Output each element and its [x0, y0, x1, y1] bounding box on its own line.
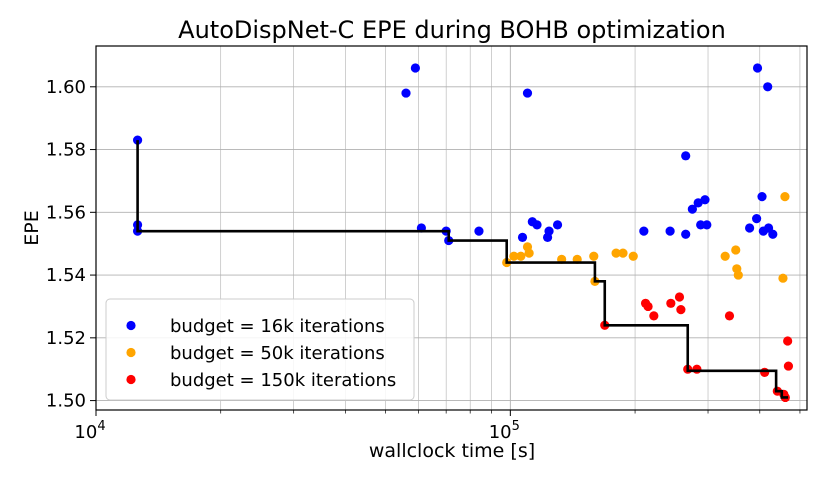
data-point [666, 298, 676, 308]
data-point [757, 192, 767, 202]
x-tick-exponent: 5 [512, 419, 520, 434]
data-point [522, 88, 533, 98]
x-tick-base: 10 [489, 422, 512, 443]
data-point [517, 232, 528, 243]
legend-label: budget = 150k iterations [170, 370, 396, 391]
incumbent-line [136, 140, 789, 399]
grid [95, 46, 807, 410]
data-point [401, 88, 411, 98]
y-tick-label: 1.58 [46, 140, 86, 161]
data-point [681, 229, 691, 239]
data-point [733, 270, 743, 280]
data-point [474, 226, 484, 236]
data-point [516, 251, 526, 261]
data-point [132, 135, 143, 145]
data-point [611, 248, 621, 258]
legend-label: budget = 16k iterations [170, 316, 385, 337]
data-point [702, 220, 712, 230]
data-point [649, 311, 659, 321]
y-tick-label: 1.50 [46, 391, 86, 412]
y-tick-label: 1.60 [46, 77, 86, 98]
y-tick-label: 1.56 [46, 202, 86, 223]
data-point [760, 367, 770, 377]
series-budget-150k-iterations [600, 292, 794, 403]
x-tick-exponent: 4 [97, 419, 105, 434]
data-layer [132, 63, 794, 403]
data-point [752, 63, 763, 73]
x-tick-base: 10 [74, 422, 97, 443]
x-tick-label: 104 [74, 419, 105, 443]
y-tick-label: 1.54 [46, 265, 86, 286]
data-point [552, 220, 563, 230]
data-point [676, 304, 686, 315]
data-point [544, 226, 554, 236]
series-budget-16k-iterations [132, 63, 778, 246]
data-point [665, 226, 675, 236]
data-point [692, 364, 702, 374]
legend-marker [126, 347, 136, 358]
data-point [763, 82, 773, 92]
legend-marker [126, 320, 136, 331]
data-point [643, 301, 653, 312]
data-point [731, 245, 741, 255]
x-tick-label: 105 [489, 419, 520, 443]
legend-marker [126, 374, 136, 385]
plot-frame [95, 45, 808, 411]
data-point [618, 248, 628, 258]
legend-box [105, 298, 415, 401]
data-point [752, 213, 762, 224]
data-point [783, 336, 793, 346]
data-point [639, 226, 649, 236]
data-point [720, 251, 730, 261]
data-point [783, 361, 794, 371]
data-point [700, 195, 710, 205]
data-point [509, 251, 519, 261]
data-point [724, 311, 735, 321]
data-point [410, 63, 420, 73]
data-point [628, 251, 638, 261]
series-budget-50k-iterations [502, 192, 790, 286]
data-point [768, 229, 778, 239]
legend: budget = 16k iterations budget = 50k iter… [105, 298, 415, 401]
data-point [589, 251, 599, 261]
data-point [674, 292, 685, 302]
data-point [681, 151, 691, 161]
chart-title: AutoDispNet-C EPE during BOHB optimizati… [178, 16, 726, 44]
legend-label: budget = 50k iterations [170, 343, 385, 364]
data-point [687, 204, 697, 214]
y-tick-label: 1.52 [46, 328, 86, 349]
x-axis-label: wallclock time [s] [369, 440, 535, 462]
y-axis-label: EPE [21, 210, 43, 245]
data-point [693, 198, 703, 208]
data-point [745, 223, 755, 233]
data-point [524, 248, 534, 258]
data-point [780, 192, 790, 202]
data-point [778, 273, 788, 283]
data-point [532, 220, 542, 230]
